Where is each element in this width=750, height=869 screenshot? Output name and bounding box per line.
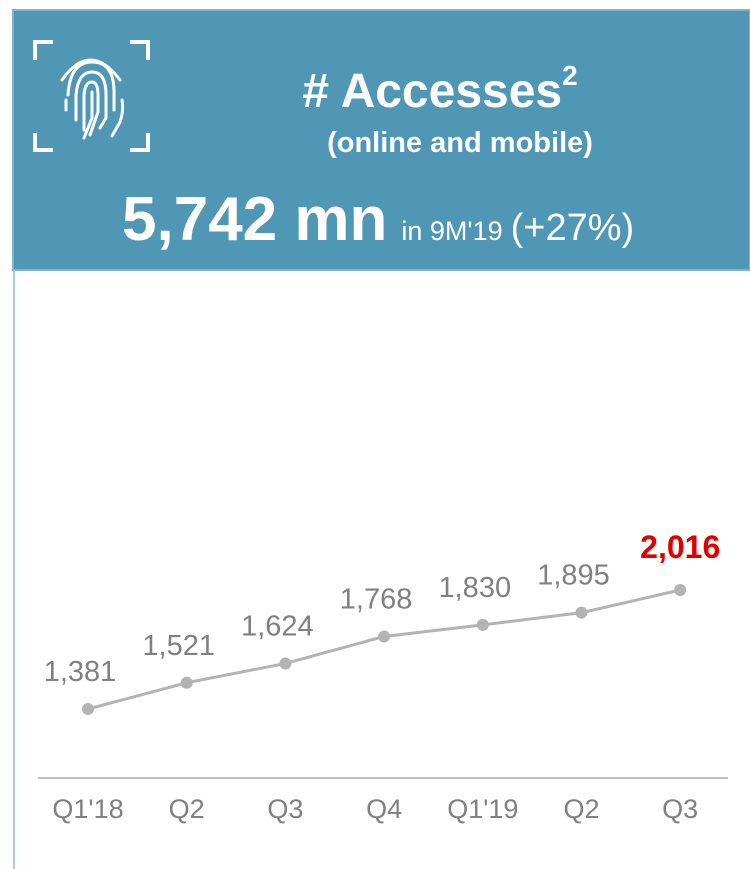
x-tick-label: Q1'18 xyxy=(52,794,123,824)
value-label: 1,768 xyxy=(340,583,413,615)
title-superscript: 2 xyxy=(562,60,578,91)
headline-line: 5,742 mn in 9M'19 (+27%) xyxy=(122,185,634,254)
point xyxy=(575,606,588,619)
change: (+27%) xyxy=(511,207,635,249)
title-line: # Accesses2 xyxy=(302,60,577,118)
point xyxy=(279,657,292,670)
period: in 9M'19 xyxy=(401,216,502,246)
header-panel xyxy=(13,10,750,270)
subtitle: (online and mobile) xyxy=(327,127,593,159)
value-label: 1,895 xyxy=(537,560,610,592)
x-tick-label: Q3 xyxy=(662,794,698,824)
x-tick-label: Q3 xyxy=(267,794,303,824)
fingerprint-icon xyxy=(33,40,150,152)
value-label: 1,521 xyxy=(142,630,215,662)
header-border xyxy=(12,9,750,271)
x-tick-label: Q1'19 xyxy=(447,794,518,824)
point xyxy=(82,703,94,715)
point xyxy=(476,618,489,631)
value-label: 1,381 xyxy=(44,656,117,688)
point xyxy=(378,630,391,643)
headline: 5,742 mn xyxy=(122,185,387,254)
point xyxy=(180,676,193,689)
title: # Accesses xyxy=(302,65,562,118)
x-tick-label: Q2 xyxy=(563,794,599,824)
value-label: 1,624 xyxy=(241,610,314,642)
x-tick-label: Q4 xyxy=(366,794,402,824)
x-tick-label: Q2 xyxy=(169,794,205,824)
value-label: 1,830 xyxy=(439,572,512,604)
value-label: 2,016 xyxy=(640,529,720,565)
point xyxy=(674,584,687,596)
